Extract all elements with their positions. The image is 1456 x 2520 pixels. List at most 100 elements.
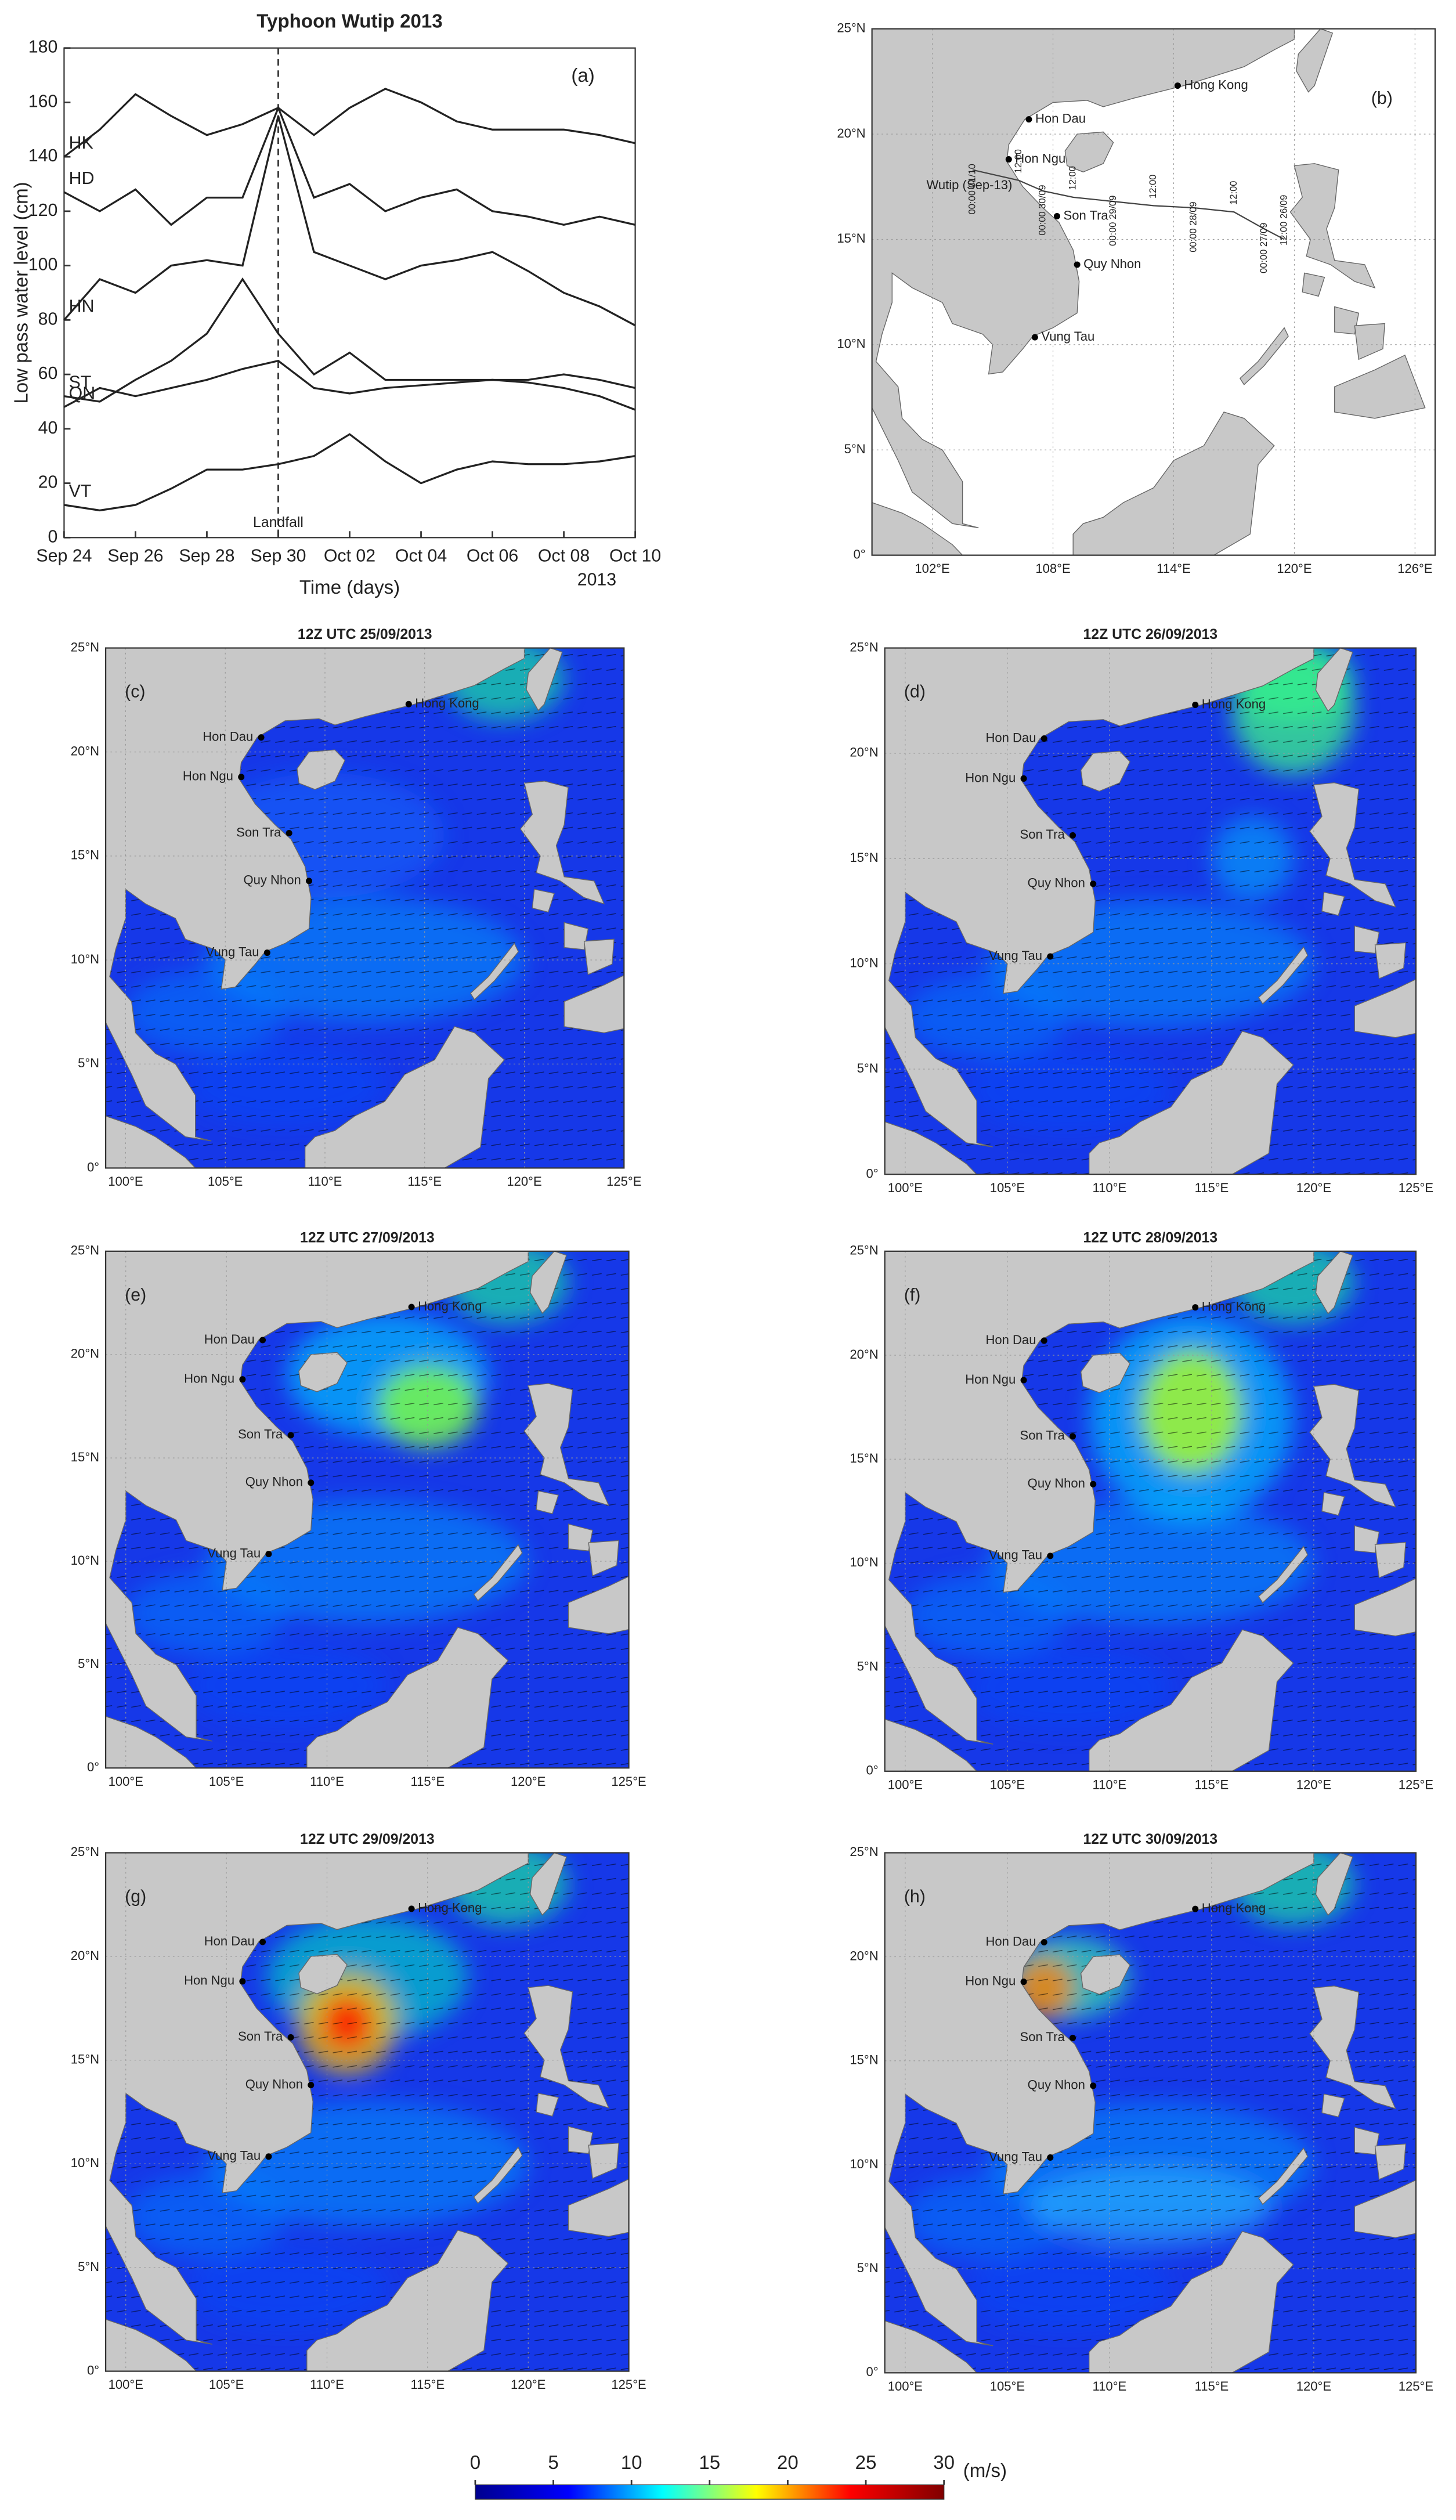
map-body (884, 1251, 1416, 1771)
land (1374, 2143, 1407, 2180)
station (1070, 832, 1076, 839)
x-tick-label: 105°E (990, 1180, 1025, 1195)
station-label: Hon Dau (203, 729, 253, 743)
x-tick-label: 105°E (209, 1774, 244, 1789)
land (473, 1544, 523, 1601)
land (1354, 323, 1386, 360)
colorbar-tick-label: 10 (621, 2452, 642, 2474)
panel-title: 12Z UTC 25/09/2013 (298, 627, 432, 642)
station (263, 949, 270, 956)
station (1031, 334, 1038, 341)
y-tick-label: 10°N (71, 2156, 99, 2170)
land (1354, 1577, 1416, 1637)
x-tick-label: 102°E (915, 561, 949, 576)
x-tick-label: 125°E (1399, 1180, 1433, 1195)
y-tick-label: 5°N (857, 1659, 879, 1673)
x-tick-label: 110°E (310, 1774, 344, 1789)
y-tick-label: 60 (38, 364, 58, 383)
land (1374, 1541, 1407, 1579)
y-tick-label: 15°N (850, 2053, 878, 2067)
y-tick-label: 10°N (837, 337, 865, 351)
station-label: Vung Tau (989, 948, 1042, 963)
colorbar-tick-label: 25 (855, 2452, 877, 2474)
track-time-label: 00:00 28/09 (1188, 201, 1199, 252)
y-tick-label: 5°N (78, 2259, 99, 2274)
station-label: Hon Dau (204, 1934, 255, 1948)
station (1070, 1433, 1076, 1440)
y-tick-label: 10°N (850, 2157, 878, 2171)
station-label: Vung Tau (989, 1548, 1042, 1562)
station-label: Hong Kong (1184, 77, 1248, 92)
station (1020, 1979, 1027, 1985)
y-tick-label: 25°N (850, 1844, 878, 1859)
track-time-label: 12:00 (1013, 149, 1024, 173)
station (305, 878, 313, 884)
station (308, 2082, 315, 2089)
station (1192, 1905, 1199, 1912)
land (1072, 411, 1275, 555)
panel-title: 12Z UTC 26/09/2013 (1083, 627, 1218, 642)
station (1074, 261, 1081, 268)
x-tick-label: Sep 24 (36, 546, 92, 565)
station (1192, 1304, 1199, 1311)
station (1174, 82, 1181, 89)
map-body (884, 648, 1416, 1175)
y-tick-label: 5°N (78, 1056, 99, 1070)
land (1321, 1492, 1345, 1516)
panel-title: 12Z UTC 29/09/2013 (300, 1832, 435, 1847)
station (1025, 116, 1032, 123)
track-time-label: 12:00 (1067, 166, 1078, 190)
y-tick-label: 100 (28, 255, 58, 275)
y-tick-label: 25°N (837, 20, 865, 35)
land (588, 2142, 619, 2179)
x-tick-label: 110°E (1093, 1180, 1127, 1195)
colorbar-unit: (m/s) (963, 2460, 1007, 2482)
land (1354, 2179, 1416, 2239)
land (1354, 979, 1416, 1038)
colorbar (475, 2484, 945, 2500)
land (519, 781, 605, 905)
station (238, 774, 245, 781)
station-label: Son Tra (1063, 208, 1108, 222)
colorbar-tick-label: 30 (933, 2452, 955, 2474)
station-label: Quy Nhon (1028, 1476, 1085, 1490)
y-tick-label: 0° (866, 1763, 879, 1778)
x-tick-label: 120°E (511, 2377, 545, 2392)
land (1315, 648, 1353, 712)
y-tick-label: 15°N (71, 2052, 99, 2067)
station (1192, 701, 1199, 708)
land (298, 1954, 348, 1995)
map-body (106, 648, 624, 1168)
land (1354, 2127, 1380, 2155)
y-tick-label: 180 (28, 38, 58, 57)
series-label: QN (69, 384, 95, 403)
station-label: Hon Ngu (183, 769, 233, 784)
land (1064, 131, 1114, 173)
x-tick-label: 125°E (611, 1774, 646, 1789)
land (1309, 1985, 1396, 2110)
x-tick-label: 115°E (411, 2377, 445, 2392)
station (1090, 2082, 1097, 2089)
land (536, 2093, 559, 2117)
y-tick-label: 15°N (850, 1451, 878, 1465)
station (1053, 212, 1060, 220)
land (872, 502, 963, 555)
y-tick-label: 5°N (844, 442, 866, 456)
x-tick-label: 115°E (407, 1174, 442, 1189)
panel-label: (d) (904, 683, 926, 702)
x-tick-label: 120°E (1296, 1777, 1331, 1792)
land (884, 2320, 978, 2373)
station-label: Vung Tau (207, 2149, 261, 2163)
y-tick-label: 20°N (837, 126, 865, 140)
land (529, 1251, 567, 1314)
series-label: ST (69, 373, 92, 392)
land (563, 922, 589, 950)
track-time-label: 12:00 (1228, 180, 1239, 204)
panel-label: (f) (904, 1286, 921, 1305)
y-tick-label: 10°N (850, 1555, 878, 1569)
x-tick-label: 105°E (208, 1174, 243, 1189)
land (1315, 1853, 1353, 1916)
y-tick-label: 0° (87, 1760, 99, 1774)
panel-label: (h) (904, 1887, 926, 1907)
station-label: Hong Kong (1202, 1299, 1266, 1313)
